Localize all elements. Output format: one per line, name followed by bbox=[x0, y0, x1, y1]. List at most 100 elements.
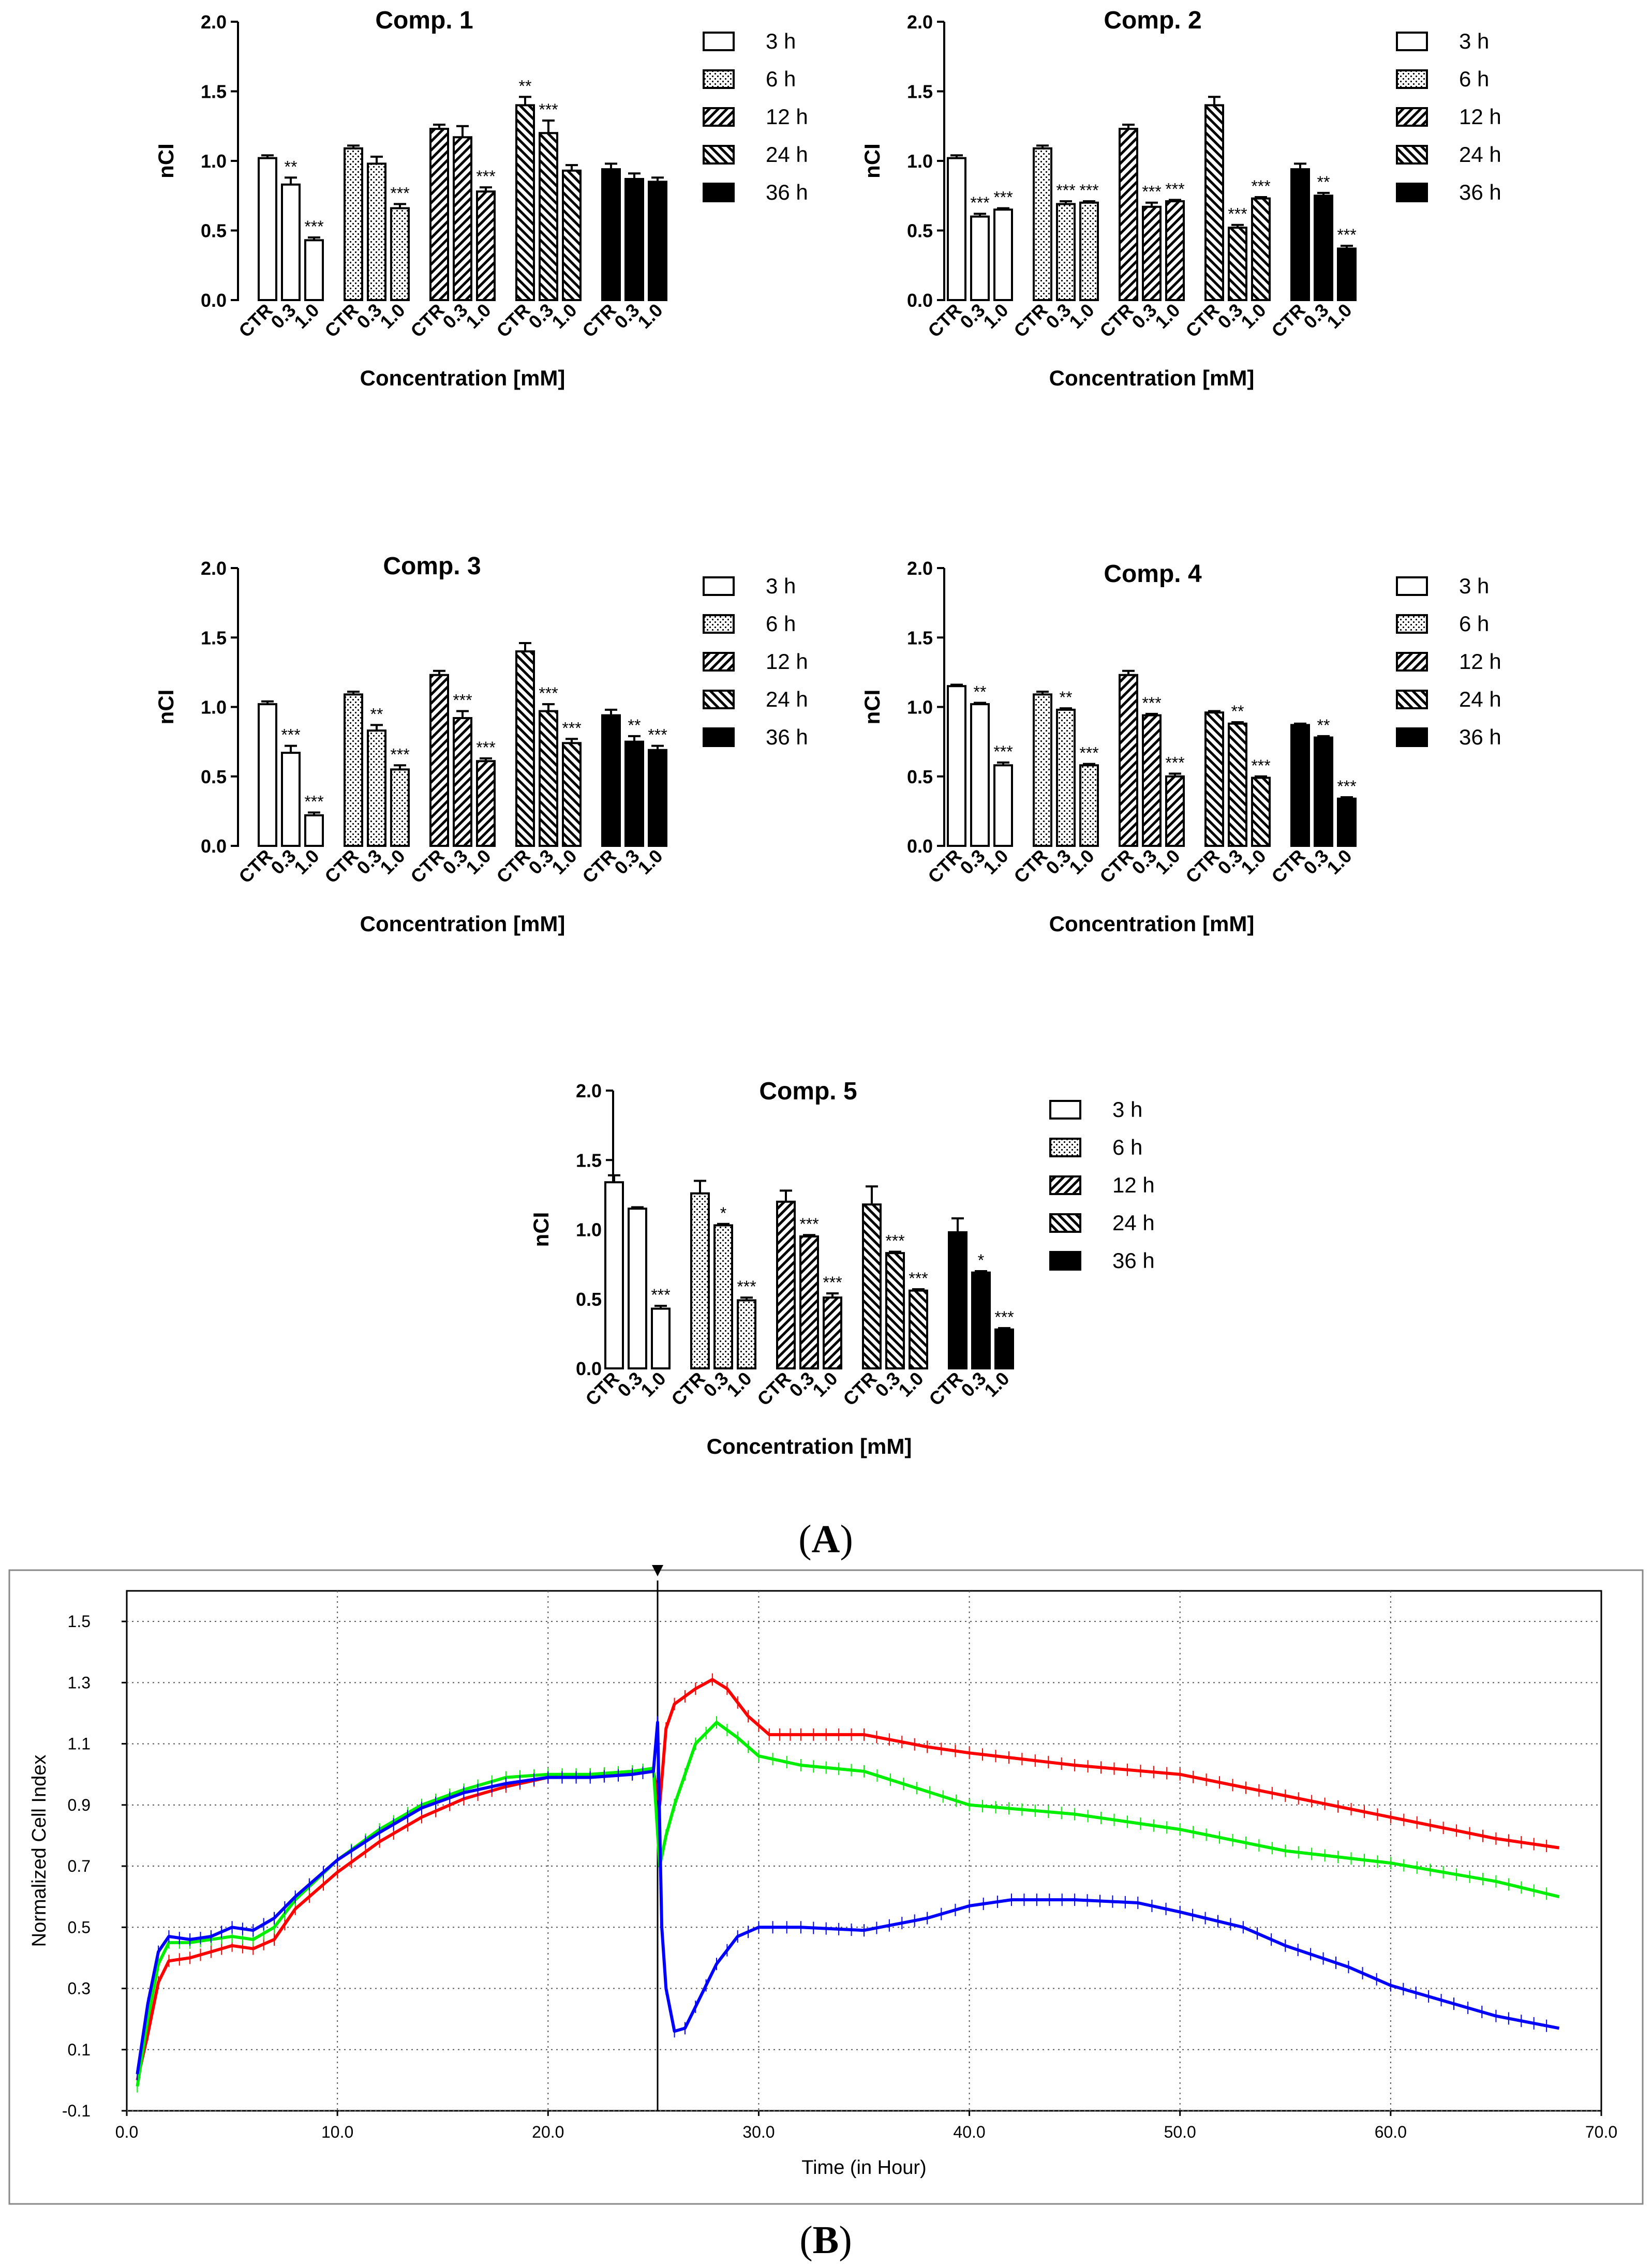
bar-12h-0.3 bbox=[799, 1235, 819, 1370]
significance-label: ** bbox=[1060, 688, 1073, 707]
significance-label: *** bbox=[993, 188, 1013, 206]
chart-title: Comp. 2 bbox=[1104, 7, 1201, 34]
legend-swatch bbox=[1396, 690, 1428, 709]
bar-12h-1.0 bbox=[476, 190, 496, 301]
bar-6h-0.3 bbox=[367, 162, 386, 301]
legend-swatch bbox=[703, 690, 735, 709]
chart-title: Comp. 4 bbox=[1104, 560, 1202, 588]
y-tick-label: 0.0 bbox=[201, 836, 227, 857]
y-tick-label: 0.0 bbox=[907, 836, 933, 857]
legend-label: 24 h bbox=[1459, 142, 1501, 167]
bar-24h-CTR bbox=[1204, 711, 1224, 847]
y-tick-label: 1.5 bbox=[907, 81, 933, 102]
significance-label: *** bbox=[1165, 180, 1184, 198]
y-tick-label: 1.0 bbox=[907, 697, 933, 718]
x-tick-label: 1.0 bbox=[633, 845, 666, 878]
legend-label: 3 h bbox=[766, 574, 796, 598]
bar-6h-CTR bbox=[1033, 693, 1052, 847]
chart-frame bbox=[8, 1569, 1644, 2205]
panel-label-a: (A) bbox=[798, 1517, 853, 1561]
significance-label: * bbox=[720, 1204, 726, 1223]
significance-label: *** bbox=[823, 1273, 842, 1292]
significance-label: * bbox=[978, 1251, 984, 1270]
significance-label: *** bbox=[1251, 756, 1270, 775]
y-axis-label: nCI bbox=[154, 690, 178, 725]
legend-label: 12 h bbox=[766, 649, 808, 674]
legend-swatch bbox=[1396, 614, 1428, 634]
chart-title: Comp. 3 bbox=[383, 553, 481, 580]
y-tick-label: 2.0 bbox=[201, 558, 227, 579]
x-axis-label: Concentration [mM] bbox=[360, 366, 565, 390]
bar-36h-0.3 bbox=[624, 740, 644, 847]
significance-label: *** bbox=[390, 184, 409, 202]
y-axis-label: nCI bbox=[860, 143, 884, 178]
legend-label: 36 h bbox=[766, 180, 808, 204]
bar-24h-0.3 bbox=[539, 710, 558, 847]
legend-label: 36 h bbox=[1112, 1248, 1155, 1273]
y-tick-label: 0.5 bbox=[68, 1918, 91, 1936]
bar-6h-0.3 bbox=[713, 1224, 733, 1370]
y-axis-label: nCI bbox=[529, 1212, 553, 1247]
legend-swatch bbox=[703, 32, 735, 51]
bar-3h-0.3 bbox=[970, 215, 990, 301]
bar-6h-CTR bbox=[344, 147, 363, 301]
legend-swatch bbox=[703, 652, 735, 672]
x-tick-label: 1.0 bbox=[808, 1368, 841, 1401]
bar-3h-1.0 bbox=[304, 814, 324, 847]
bar-6h-0.3 bbox=[367, 729, 386, 847]
x-tick-label: 1.0 bbox=[547, 300, 581, 333]
y-tick-label: 1.0 bbox=[201, 151, 227, 172]
bar-12h-0.3 bbox=[453, 717, 472, 847]
bar-3h-CTR bbox=[604, 1181, 624, 1369]
bar-3h-0.3 bbox=[970, 703, 990, 847]
x-tick-label: 1.0 bbox=[376, 300, 409, 333]
y-tick-label: 2.0 bbox=[907, 11, 933, 33]
bar-12h-CTR bbox=[1119, 128, 1138, 301]
significance-label: *** bbox=[799, 1215, 818, 1233]
bar-12h-1.0 bbox=[823, 1296, 842, 1369]
bar-6h-1.0 bbox=[1079, 201, 1099, 302]
legend-label: 36 h bbox=[766, 725, 808, 749]
plot-area bbox=[126, 1590, 1602, 2112]
y-axis-label: Normalized Cell Index bbox=[28, 1755, 50, 1947]
y-tick-label: 0.5 bbox=[907, 220, 933, 242]
y-tick-label: 0.3 bbox=[68, 1979, 91, 1998]
legend-label: 24 h bbox=[1459, 687, 1501, 711]
bar-12h-CTR bbox=[429, 674, 449, 847]
y-tick-label: 1.3 bbox=[68, 1673, 91, 1692]
y-tick-label: 0.0 bbox=[576, 1358, 602, 1379]
bar-24h-CTR bbox=[515, 650, 535, 847]
y-tick-label: 0.0 bbox=[907, 290, 933, 311]
x-tick-label: 0.0 bbox=[115, 2123, 138, 2141]
x-tick-label: 1.0 bbox=[979, 300, 1012, 333]
y-tick-label: 0.5 bbox=[201, 766, 227, 787]
x-tick-label: 50.0 bbox=[1164, 2123, 1196, 2141]
bar-24h-0.3 bbox=[1228, 722, 1247, 847]
bar-36h-CTR bbox=[601, 714, 621, 847]
significance-label: *** bbox=[390, 745, 409, 764]
y-tick-label: 2.0 bbox=[576, 1080, 602, 1101]
bar-3h-1.0 bbox=[304, 239, 324, 301]
x-tick-label: 1.0 bbox=[1151, 300, 1184, 333]
legend-label: 24 h bbox=[766, 687, 808, 711]
legend-swatch bbox=[1049, 1175, 1081, 1195]
bar-3h-1.0 bbox=[651, 1307, 671, 1369]
significance-label: *** bbox=[1251, 177, 1270, 196]
bar-6h-1.0 bbox=[1079, 764, 1099, 847]
bar-12h-1.0 bbox=[1165, 775, 1185, 847]
x-tick-label: 1.0 bbox=[1322, 845, 1356, 878]
chart-title: Comp. 1 bbox=[375, 7, 473, 34]
legend-swatch bbox=[703, 614, 735, 634]
significance-label: *** bbox=[539, 100, 558, 119]
x-axis-label: Concentration [mM] bbox=[707, 1434, 912, 1458]
significance-label: *** bbox=[1228, 205, 1247, 223]
bar-chart-comp-2: Comp. 20.00.51.01.52.0nCICTR***0.3***1.0… bbox=[860, 7, 1501, 390]
bar-12h-CTR bbox=[1119, 674, 1138, 847]
bar-12h-0.3 bbox=[453, 136, 472, 301]
y-tick-label: 1.5 bbox=[576, 1150, 602, 1171]
significance-label: *** bbox=[1337, 777, 1356, 796]
significance-label: *** bbox=[993, 742, 1013, 761]
significance-label: *** bbox=[304, 793, 323, 811]
legend-label: 6 h bbox=[766, 612, 796, 636]
bar-36h-1.0 bbox=[648, 181, 667, 301]
